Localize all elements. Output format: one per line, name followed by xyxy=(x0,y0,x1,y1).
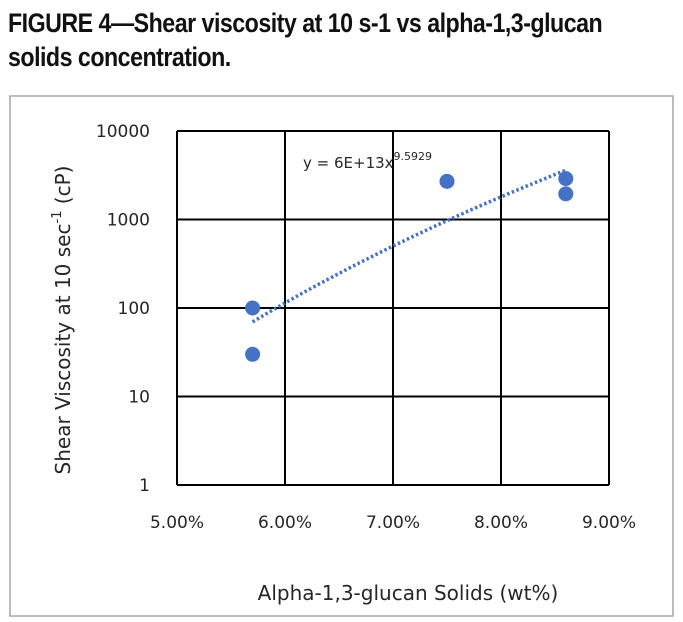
data-points xyxy=(245,171,574,362)
y-axis-label-exponent: -1 xyxy=(50,211,65,224)
x-tick-label: 9.00% xyxy=(582,513,636,533)
figure-title-line-2: solids concentration. xyxy=(8,42,231,72)
y-axis-label-unit: (cP) xyxy=(51,166,75,211)
x-tick-label: 6.00% xyxy=(258,513,312,533)
y-axis-label-main: Shear Viscosity at 10 sec xyxy=(51,224,75,475)
x-tick-labels: 5.00% 6.00% 7.00% 8.00% 9.00% xyxy=(150,513,636,533)
trendline-equation-main: y = 6E+13x xyxy=(303,154,394,172)
x-tick-label: 8.00% xyxy=(474,513,528,533)
data-point xyxy=(245,300,261,316)
y-tick-label: 1000 xyxy=(107,211,150,231)
x-tick-label: 5.00% xyxy=(150,513,204,533)
x-tick-label: 7.00% xyxy=(366,513,420,533)
trendline-equation: y = 6E+13x9.5929 xyxy=(303,150,432,172)
y-tick-label: 10000 xyxy=(96,122,150,142)
trendline xyxy=(251,168,567,324)
data-point xyxy=(558,171,574,187)
chart-frame xyxy=(9,95,674,617)
figure-title: FIGURE 4—Shear viscosity at 10 s-1 vs al… xyxy=(8,6,603,74)
data-point xyxy=(439,173,455,189)
trendline-path xyxy=(251,168,567,324)
figure-title-line-1: FIGURE 4—Shear viscosity at 10 s-1 vs al… xyxy=(8,8,603,38)
data-point xyxy=(558,186,574,202)
x-axis-label: Alpha-1,3-glucan Solids (wt%) xyxy=(258,581,559,605)
y-tick-label: 1 xyxy=(139,476,150,496)
y-tick-label: 10 xyxy=(128,388,150,408)
data-point xyxy=(245,346,261,362)
y-tick-labels: 1 10 100 1000 10000 xyxy=(96,122,150,496)
y-axis-label: Shear Viscosity at 10 sec-1 (cP) xyxy=(50,166,75,475)
trendline-equation-exponent: 9.5929 xyxy=(394,150,433,163)
y-tick-label: 100 xyxy=(118,299,150,319)
